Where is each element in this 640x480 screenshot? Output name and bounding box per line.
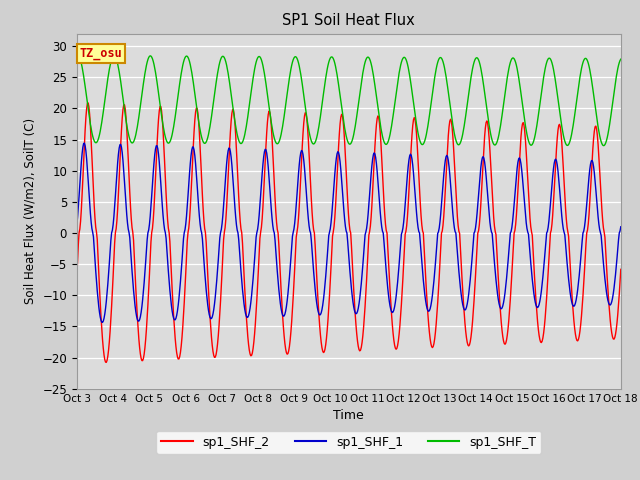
X-axis label: Time: Time	[333, 409, 364, 422]
sp1_SHF_1	[196, 214, 204, 219]
Text: TZ_osu: TZ_osu	[79, 47, 122, 60]
sp1_SHF_1	[99, 320, 106, 325]
sp1_SHF_2	[102, 360, 110, 365]
sp1_SHF_2	[140, 351, 148, 357]
Title: SP1 Soil Heat Flux: SP1 Soil Heat Flux	[282, 13, 415, 28]
sp1_SHF_T	[74, 53, 81, 59]
sp1_SHF_2	[433, 321, 440, 327]
Line: sp1_SHF_2: sp1_SHF_2	[77, 103, 621, 362]
sp1_SHF_1	[73, 222, 81, 228]
sp1_SHF_T	[84, 100, 92, 106]
sp1_SHF_T	[431, 70, 439, 76]
Y-axis label: Soil Heat Flux (W/m2), SoilT (C): Soil Heat Flux (W/m2), SoilT (C)	[24, 118, 36, 304]
sp1_SHF_1	[617, 224, 625, 229]
sp1_SHF_1	[81, 140, 88, 146]
sp1_SHF_T	[195, 118, 202, 124]
sp1_SHF_1	[140, 280, 148, 286]
sp1_SHF_2	[83, 106, 90, 111]
sp1_SHF_T	[600, 143, 607, 148]
sp1_SHF_2	[196, 130, 204, 136]
sp1_SHF_T	[140, 81, 147, 86]
sp1_SHF_1	[433, 251, 440, 256]
sp1_SHF_2	[73, 275, 81, 281]
sp1_SHF_1	[224, 148, 232, 154]
sp1_SHF_T	[617, 56, 625, 62]
sp1_SHF_T	[416, 137, 424, 143]
sp1_SHF_1	[417, 240, 424, 245]
sp1_SHF_2	[617, 266, 625, 272]
Line: sp1_SHF_T: sp1_SHF_T	[77, 56, 621, 145]
sp1_SHF_1	[84, 166, 92, 172]
sp1_SHF_2	[417, 201, 424, 206]
Legend: sp1_SHF_2, sp1_SHF_1, sp1_SHF_T: sp1_SHF_2, sp1_SHF_1, sp1_SHF_T	[156, 431, 541, 454]
sp1_SHF_T	[73, 53, 81, 59]
sp1_SHF_2	[224, 175, 232, 180]
Line: sp1_SHF_1: sp1_SHF_1	[77, 143, 621, 323]
sp1_SHF_2	[84, 100, 92, 106]
sp1_SHF_T	[223, 66, 231, 72]
